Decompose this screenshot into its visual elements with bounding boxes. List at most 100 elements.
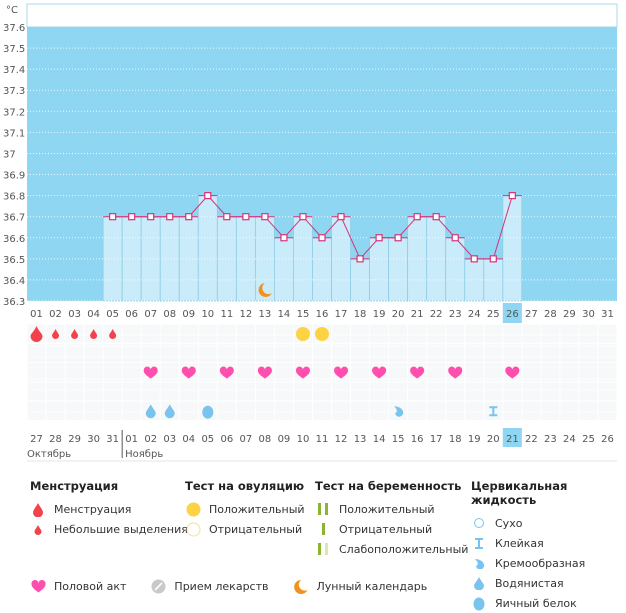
small-drop-icon bbox=[90, 329, 98, 339]
event-row bbox=[26, 381, 618, 402]
egg-white-icon bbox=[202, 405, 214, 419]
legend-item: Менструация bbox=[30, 499, 188, 519]
y-tick-label: 36.4 bbox=[3, 276, 25, 287]
x-bottom-label: 03 bbox=[163, 434, 176, 445]
x-bottom-label: 15 bbox=[392, 434, 405, 445]
ovulation-positive-icon bbox=[315, 327, 329, 341]
x-tick-label: 12 bbox=[240, 309, 253, 320]
temperature-bar bbox=[388, 237, 409, 302]
legend-item: Положительный bbox=[315, 499, 468, 519]
sticky-icon bbox=[471, 535, 487, 551]
temperature-point bbox=[299, 213, 307, 221]
temperature-point bbox=[318, 234, 326, 242]
x-tick-label: 21 bbox=[411, 309, 424, 320]
empty-circle-icon bbox=[185, 521, 201, 537]
legend-label: Яичный белок bbox=[495, 596, 577, 610]
legend-menstruation: Менструация Менструация Небольшие выделе… bbox=[30, 479, 188, 539]
temperature-bar bbox=[502, 195, 523, 302]
temperature-point bbox=[128, 213, 136, 221]
heart-icon bbox=[219, 366, 234, 379]
temperature-point bbox=[185, 213, 193, 221]
x-bottom-label: 01 bbox=[125, 434, 138, 445]
legend-label: Отрицательный bbox=[209, 522, 303, 536]
x-tick-label: 04 bbox=[87, 309, 100, 320]
heart-icon bbox=[30, 578, 46, 594]
y-tick-label: 36.5 bbox=[3, 255, 25, 266]
x-bottom-label: 18 bbox=[449, 434, 462, 445]
month-label: Октябрь bbox=[27, 449, 71, 460]
temperature-point bbox=[280, 234, 288, 242]
small-drop-icon bbox=[52, 329, 60, 339]
temperature-point bbox=[470, 255, 478, 263]
temperature-bar bbox=[216, 216, 237, 302]
legend-title: Тест на беременность bbox=[315, 479, 462, 493]
small-drop-icon bbox=[30, 521, 46, 537]
small-drop-icon bbox=[71, 329, 79, 339]
x-tick-label: 31 bbox=[601, 309, 614, 320]
temperature-bar bbox=[445, 237, 466, 302]
ovulation-positive-icon bbox=[295, 327, 310, 341]
sticky-icon bbox=[489, 406, 498, 417]
legend-label: Лунный календарь bbox=[316, 579, 428, 593]
legend-label: Прием лекарств bbox=[174, 579, 269, 593]
dry-icon bbox=[471, 515, 487, 531]
legend-label: Небольшие выделения bbox=[54, 522, 188, 536]
legend-item: Половой акт bbox=[30, 578, 126, 594]
temperature-bar bbox=[369, 237, 390, 302]
x-tick-label: 11 bbox=[220, 309, 233, 320]
x-tick-label: 09 bbox=[182, 309, 195, 320]
legend-item: Отрицательный bbox=[315, 519, 468, 539]
today-highlight bbox=[502, 428, 522, 447]
x-bottom-label: 02 bbox=[144, 434, 157, 445]
today-highlight bbox=[502, 303, 522, 323]
x-tick-label: 03 bbox=[68, 309, 81, 320]
x-tick-label: 14 bbox=[278, 309, 291, 320]
x-tick-label: 15 bbox=[297, 309, 310, 320]
legend-label: Сухо bbox=[495, 516, 523, 530]
legend-label: Водянистая bbox=[495, 576, 564, 590]
x-bottom-label: 28 bbox=[49, 434, 62, 445]
two-lines-icon bbox=[315, 501, 331, 517]
egg-white-icon bbox=[471, 595, 487, 611]
x-bottom-label: 08 bbox=[259, 434, 272, 445]
temperature-point bbox=[337, 213, 345, 221]
legend-title: Менструация bbox=[30, 479, 119, 493]
temperature-point bbox=[166, 213, 174, 221]
x-tick-label: 07 bbox=[144, 309, 157, 320]
temperature-point bbox=[432, 213, 440, 221]
event-row bbox=[26, 400, 618, 422]
y-tick-label: 37.1 bbox=[3, 128, 25, 139]
creamy-icon bbox=[471, 555, 487, 571]
x-bottom-label: 14 bbox=[373, 434, 386, 445]
x-tick-label: 06 bbox=[125, 309, 138, 320]
x-tick-label: 10 bbox=[201, 309, 214, 320]
x-tick-label: 26 bbox=[506, 309, 519, 320]
x-bottom-label: 24 bbox=[563, 434, 576, 445]
temperature-point bbox=[242, 213, 250, 221]
legend-title: Тест на овуляцию bbox=[185, 479, 305, 493]
watery-icon bbox=[164, 404, 175, 419]
x-bottom-label: 11 bbox=[316, 434, 329, 445]
x-tick-label: 20 bbox=[392, 309, 405, 320]
temperature-point bbox=[147, 213, 155, 221]
month-label: Ноябрь bbox=[125, 449, 163, 460]
temperature-bar bbox=[274, 237, 294, 302]
legend-other: Половой акт Прием лекарств Лунный календ… bbox=[30, 578, 451, 594]
x-bottom-label: 13 bbox=[354, 434, 367, 445]
x-tick-label: 23 bbox=[449, 309, 462, 320]
legend-label: Слабоположительный bbox=[339, 542, 469, 556]
temperature-point bbox=[508, 192, 516, 200]
moon-icon bbox=[258, 283, 272, 297]
heart-icon bbox=[505, 366, 520, 379]
x-bottom-label: 29 bbox=[68, 434, 81, 445]
temperature-point bbox=[375, 234, 383, 242]
x-tick-label: 02 bbox=[49, 309, 62, 320]
x-bottom-label: 17 bbox=[430, 434, 443, 445]
x-bottom-label: 30 bbox=[87, 434, 100, 445]
x-bottom-label: 25 bbox=[582, 434, 595, 445]
yellow-circle-icon bbox=[185, 501, 201, 517]
y-tick-label: 36.9 bbox=[3, 171, 25, 182]
faint-lines-icon bbox=[315, 541, 331, 557]
one-line-icon bbox=[315, 521, 331, 537]
y-tick-label: 37.6 bbox=[3, 23, 25, 34]
